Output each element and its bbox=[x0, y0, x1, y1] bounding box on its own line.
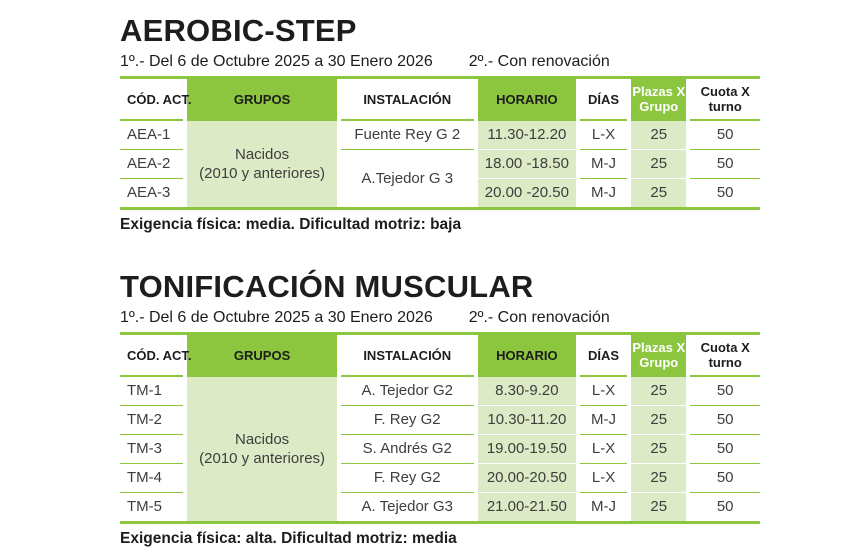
column-header-plazas: Plazas X Grupo bbox=[627, 335, 689, 377]
header-row: CÓD. ACT. GRUPOS INSTALACIÓN HORARIO DÍA… bbox=[120, 335, 760, 377]
header-row: CÓD. ACT. GRUPOS INSTALACIÓN HORARIO DÍA… bbox=[120, 79, 760, 121]
table-row: TM-2 F. Rey G2 10.30-11.20 M-J 25 50 bbox=[120, 405, 760, 435]
table-bottom-border bbox=[120, 207, 760, 210]
cell-instalacion: A.Tejedor G 3 bbox=[336, 149, 476, 207]
grupos-line2: (2010 y anteriores) bbox=[199, 165, 326, 182]
cell-horario: 10.30-11.20 bbox=[473, 405, 578, 435]
column-header-dias: DÍAS bbox=[575, 79, 630, 121]
cell-instalacion: Fuente Rey G 2 bbox=[336, 120, 476, 150]
cell-cuota: 50 bbox=[686, 492, 760, 521]
column-header-cuota: Cuota X turno bbox=[686, 79, 760, 121]
grupos-line2: (2010 y anteriores) bbox=[199, 450, 326, 467]
table-row: TM-1 Nacidos (2010 y anteriores) A. Teje… bbox=[120, 376, 760, 521]
table-row: AEA-2 A.Tejedor G 3 18.00 -18.50 M-J 25 … bbox=[120, 149, 760, 207]
grupos-line1: Nacidos bbox=[234, 431, 290, 448]
cell-horario: 18.00 -18.50 bbox=[473, 149, 578, 179]
cell-cuota: 50 bbox=[686, 178, 760, 207]
table-row: TM-4 F. Rey G2 20.00-20.50 L-X 25 50 bbox=[120, 463, 760, 493]
cell-dias: M-J bbox=[575, 178, 630, 207]
cell-plazas: 25 bbox=[627, 463, 689, 493]
section-title: AEROBIC-STEP bbox=[120, 13, 357, 48]
column-header-horario: HORARIO bbox=[473, 79, 578, 121]
cell-horario: 19.00-19.50 bbox=[473, 434, 578, 464]
period-renewal: 2º.- Con renovación bbox=[468, 309, 610, 326]
cell-cod: AEA-1 bbox=[120, 120, 186, 150]
schedule-table-wrapper: CÓD. ACT. GRUPOS INSTALACIÓN HORARIO DÍA… bbox=[120, 332, 760, 524]
cell-cuota: 50 bbox=[686, 120, 760, 150]
cell-cod: AEA-3 bbox=[127, 184, 171, 202]
column-header-cod: CÓD. ACT. bbox=[120, 79, 192, 121]
cell-plazas: 25 bbox=[627, 149, 689, 179]
cell-cuota: 50 bbox=[686, 149, 760, 179]
cell-dias: L-X bbox=[575, 376, 630, 406]
period-dates: 1º.- Del 6 de Octubre 2025 a 30 Enero 20… bbox=[120, 309, 433, 326]
column-header-grupos: GRUPOS bbox=[183, 79, 339, 121]
cell-instalacion: A. Tejedor G3 bbox=[336, 492, 476, 521]
column-header-instalacion: INSTALACIÓN bbox=[336, 79, 476, 121]
cell-dias: L-X bbox=[575, 463, 630, 493]
periods-row: 1º.- Del 6 de Octubre 2025 a 30 Enero 20… bbox=[120, 52, 760, 71]
cell-plazas: 25 bbox=[627, 376, 689, 406]
cell-instalacion: A. Tejedor G2 bbox=[336, 376, 476, 406]
cell-plazas: 25 bbox=[627, 178, 689, 207]
column-header-instalacion: INSTALACIÓN bbox=[336, 335, 476, 377]
column-header-grupos: GRUPOS bbox=[183, 335, 339, 377]
cell-dias: L-X bbox=[575, 120, 630, 150]
period-dates: 1º.- Del 6 de Octubre 2025 a 30 Enero 20… bbox=[120, 53, 433, 70]
cell-plazas: 25 bbox=[627, 434, 689, 464]
cell-horario: 21.00-21.50 bbox=[473, 492, 578, 521]
exigencia-note: Exigencia física: alta. Dificultad motri… bbox=[120, 530, 457, 547]
exigencia-note: Exigencia física: media. Dificultad motr… bbox=[120, 216, 462, 233]
cell-cod: TM-5 bbox=[127, 498, 162, 516]
cell-instalacion: F. Rey G2 bbox=[336, 463, 476, 493]
cell-dias: L-X bbox=[575, 434, 630, 464]
table-top-border bbox=[120, 332, 760, 335]
schedule-table: CÓD. ACT. GRUPOS INSTALACIÓN HORARIO DÍA… bbox=[120, 79, 760, 207]
table-row: TM-5 A. Tejedor G3 21.00-21.50 M-J 25 50 bbox=[120, 492, 760, 521]
period-renewal: 2º.- Con renovación bbox=[468, 53, 610, 70]
cell-horario: 8.30-9.20 bbox=[473, 376, 578, 406]
cell-horario: 20.00 -20.50 bbox=[473, 178, 578, 207]
cell-grupos: Nacidos (2010 y anteriores) bbox=[183, 376, 339, 521]
cell-instalacion: F. Rey G2 bbox=[336, 405, 476, 435]
cell-dias: M-J bbox=[575, 149, 630, 179]
table-top-border bbox=[120, 76, 760, 79]
cell-plazas: 25 bbox=[627, 405, 689, 435]
schedule-table: CÓD. ACT. GRUPOS INSTALACIÓN HORARIO DÍA… bbox=[120, 335, 760, 521]
cell-grupos: Nacidos (2010 y anteriores) bbox=[183, 120, 339, 207]
cell-cuota: 50 bbox=[686, 376, 760, 406]
table-bottom-border bbox=[120, 521, 760, 524]
cell-horario: 20.00-20.50 bbox=[473, 463, 578, 493]
column-header-cuota: Cuota X turno bbox=[686, 335, 760, 377]
column-header-dias: DÍAS bbox=[575, 335, 630, 377]
column-header-plazas: Plazas X Grupo bbox=[627, 79, 689, 121]
cell-cod: TM-2 bbox=[120, 405, 186, 435]
cell-plazas: 25 bbox=[627, 120, 689, 150]
cell-cod: TM-1 bbox=[120, 376, 186, 406]
cell-cuota: 50 bbox=[686, 405, 760, 435]
cell-dias: M-J bbox=[575, 492, 630, 521]
cell-cuota: 50 bbox=[686, 463, 760, 493]
cell-cod: TM-4 bbox=[120, 463, 186, 493]
cell-cod: TM-3 bbox=[120, 434, 186, 464]
column-header-cod: CÓD. ACT. bbox=[120, 335, 192, 377]
cell-cuota: 50 bbox=[686, 434, 760, 464]
table-row: AEA-1 Nacidos (2010 y anteriores) Fuente… bbox=[120, 120, 760, 207]
cell-plazas: 25 bbox=[627, 492, 689, 521]
cell-dias: M-J bbox=[575, 405, 630, 435]
grupos-line1: Nacidos bbox=[234, 146, 290, 163]
table-row: TM-3 S. Andrés G2 19.00-19.50 L-X 25 50 bbox=[120, 434, 760, 464]
activity-section-aerobic-step: AEROBIC-STEP 1º.- Del 6 de Octubre 2025 … bbox=[120, 14, 760, 234]
table-row: AEA-3 20.00 -20.50 M-J 25 50 bbox=[120, 178, 760, 207]
cell-horario: 11.30-12.20 bbox=[473, 120, 578, 150]
section-title: TONIFICACIÓN MUSCULAR bbox=[120, 269, 534, 304]
cell-instalacion: S. Andrés G2 bbox=[336, 434, 476, 464]
schedule-table-wrapper: CÓD. ACT. GRUPOS INSTALACIÓN HORARIO DÍA… bbox=[120, 76, 760, 210]
activity-section-tonificacion-muscular: TONIFICACIÓN MUSCULAR 1º.- Del 6 de Octu… bbox=[120, 270, 760, 547]
periods-row: 1º.- Del 6 de Octubre 2025 a 30 Enero 20… bbox=[120, 308, 760, 327]
cell-cod: AEA-2 bbox=[120, 149, 186, 179]
column-header-horario: HORARIO bbox=[473, 335, 578, 377]
